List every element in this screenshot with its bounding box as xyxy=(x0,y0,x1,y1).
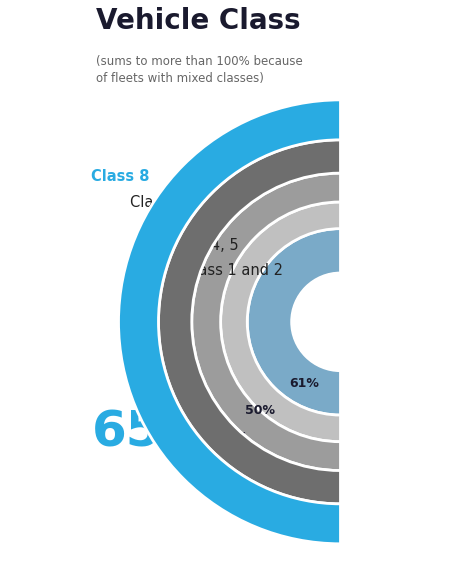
Text: Vehicle Class: Vehicle Class xyxy=(96,7,301,35)
Wedge shape xyxy=(118,100,341,544)
Text: Class 1 and 2: Class 1 and 2 xyxy=(184,263,283,278)
Text: Class 7: Class 7 xyxy=(130,195,183,211)
Wedge shape xyxy=(192,173,341,470)
Text: 65%: 65% xyxy=(92,409,212,457)
Text: (sums to more than 100% because
of fleets with mixed classes): (sums to more than 100% because of fleet… xyxy=(96,55,303,85)
Wedge shape xyxy=(247,229,341,415)
Text: 50%: 50% xyxy=(245,404,275,417)
Wedge shape xyxy=(221,202,341,441)
Text: Class 6: Class 6 xyxy=(159,218,212,233)
Text: Class 8: Class 8 xyxy=(91,169,150,184)
Text: 46%: 46% xyxy=(190,460,219,473)
Text: Class 3, 4, 5: Class 3, 4, 5 xyxy=(149,238,238,252)
Circle shape xyxy=(291,273,389,371)
Text: 61%: 61% xyxy=(290,378,319,391)
Wedge shape xyxy=(158,140,341,504)
Text: 46%: 46% xyxy=(218,431,248,444)
